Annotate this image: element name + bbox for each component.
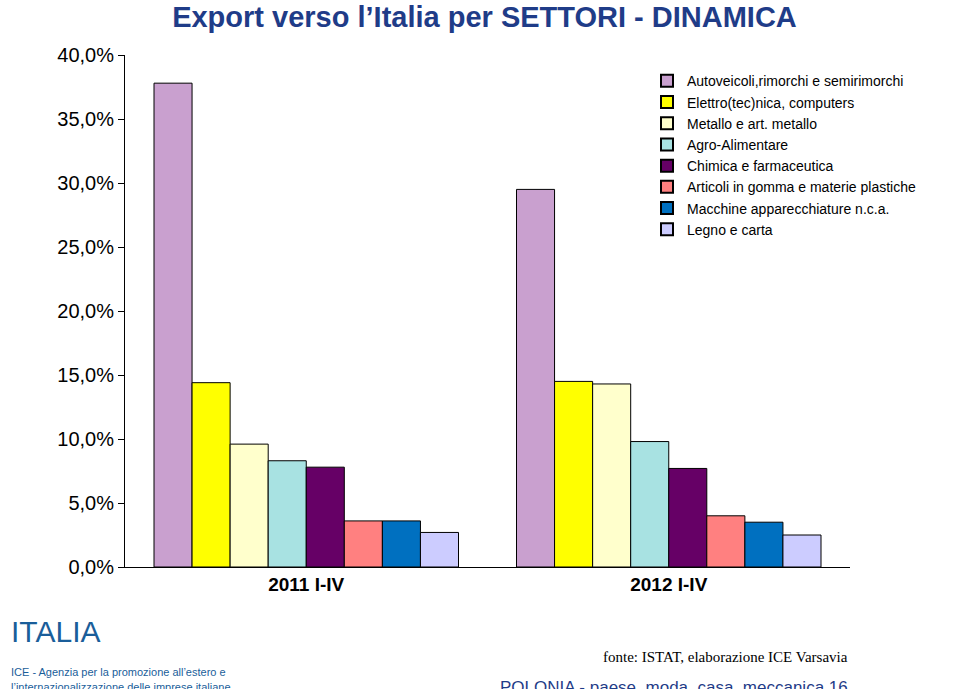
svg-text:35,0%: 35,0% bbox=[57, 108, 114, 130]
svg-text:Autoveicoli,rimorchi e semirim: Autoveicoli,rimorchi e semirimorchi bbox=[687, 73, 903, 89]
svg-text:5,0%: 5,0% bbox=[68, 492, 114, 514]
svg-text:20,0%: 20,0% bbox=[57, 300, 114, 322]
svg-text:Macchine apparecchiature n.c.a: Macchine apparecchiature n.c.a. bbox=[687, 201, 889, 217]
svg-text:Export verso l’Italia per SETT: Export verso l’Italia per SETTORI - DINA… bbox=[172, 1, 797, 33]
svg-text:30,0%: 30,0% bbox=[57, 172, 114, 194]
svg-text:ITALIA: ITALIA bbox=[11, 615, 100, 648]
svg-text:l’internazionalizzazione delle: l’internazionalizzazione delle imprese i… bbox=[11, 681, 231, 689]
svg-text:Chimica e farmaceutica: Chimica e farmaceutica bbox=[687, 158, 833, 174]
svg-text:Articoli in gomma e materie pl: Articoli in gomma e materie plastiche bbox=[687, 179, 916, 195]
svg-text:POLONIA - paese, moda, casa, m: POLONIA - paese, moda, casa, meccanica 1… bbox=[500, 678, 848, 689]
svg-text:0,0%: 0,0% bbox=[68, 556, 114, 578]
svg-text:2011 I-IV: 2011 I-IV bbox=[268, 574, 344, 595]
svg-text:Agro-Alimentare: Agro-Alimentare bbox=[687, 137, 788, 153]
svg-text:Legno e carta: Legno e carta bbox=[687, 222, 773, 238]
svg-text:10,0%: 10,0% bbox=[57, 428, 114, 450]
svg-text:ICE - Agenzia per la promozion: ICE - Agenzia per la promozione all’este… bbox=[11, 666, 226, 678]
svg-text:2012 I-IV: 2012 I-IV bbox=[630, 574, 707, 595]
svg-text:40,0%: 40,0% bbox=[57, 44, 114, 66]
svg-text:fonte: ISTAT, elaborazione ICE: fonte: ISTAT, elaborazione ICE Varsavia bbox=[603, 649, 848, 665]
svg-text:15,0%: 15,0% bbox=[57, 364, 114, 386]
svg-text:Elettro(tec)nica, computers: Elettro(tec)nica, computers bbox=[687, 95, 854, 111]
svg-text:25,0%: 25,0% bbox=[57, 236, 114, 258]
svg-text:Metallo e art. metallo: Metallo e art. metallo bbox=[687, 116, 817, 132]
